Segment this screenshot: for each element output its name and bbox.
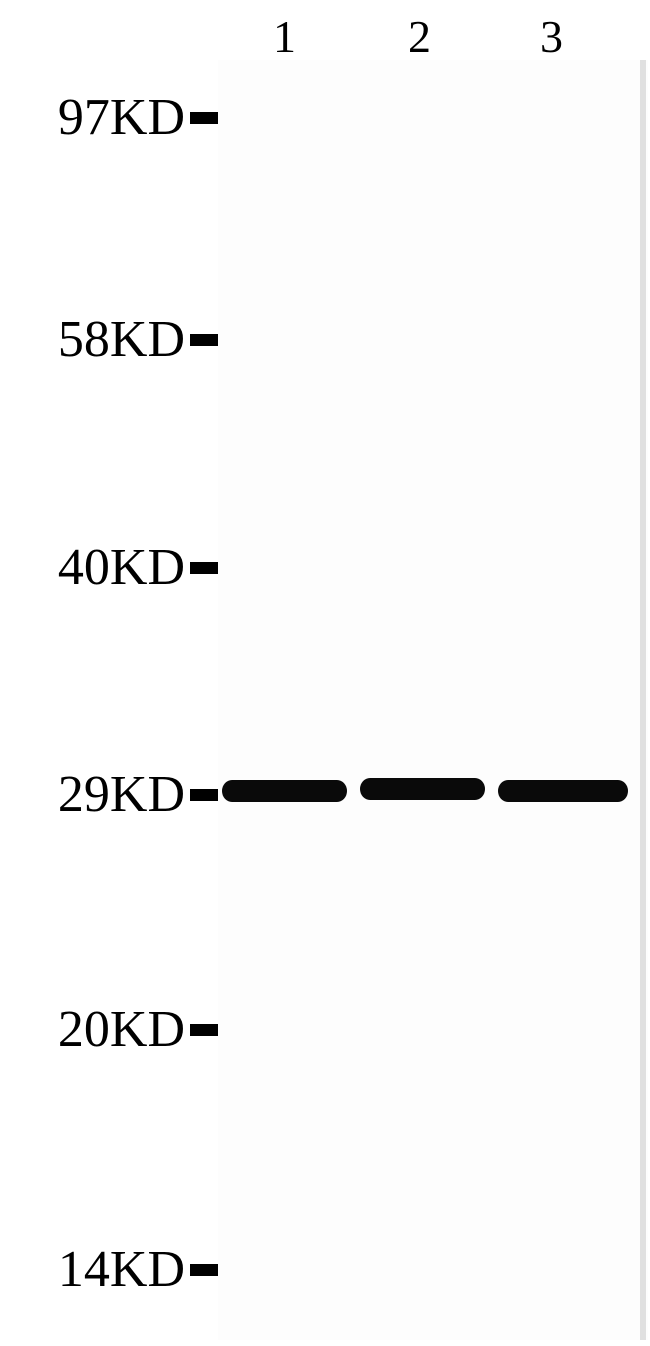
band-lane-3 [498, 780, 628, 802]
gel-border-right [640, 60, 646, 1340]
mw-label-97kd: 97KD [58, 88, 185, 147]
lane-label-2: 2 [408, 10, 431, 63]
mw-tick-14kd [190, 1264, 218, 1276]
mw-tick-29kd [190, 789, 218, 801]
mw-label-20kd: 20KD [58, 1000, 185, 1059]
lane-label-1: 1 [273, 10, 296, 63]
mw-label-14kd: 14KD [58, 1240, 185, 1299]
mw-tick-58kd [190, 334, 218, 346]
gel-area [218, 60, 648, 1340]
mw-label-58kd: 58KD [58, 310, 185, 369]
lane-label-3: 3 [540, 10, 563, 63]
band-lane-2 [360, 778, 485, 800]
mw-tick-40kd [190, 562, 218, 574]
mw-label-29kd: 29KD [58, 765, 185, 824]
mw-tick-97kd [190, 112, 218, 124]
mw-label-40kd: 40KD [58, 538, 185, 597]
band-lane-1 [222, 780, 347, 802]
western-blot-image: 1 2 3 97KD 58KD 40KD 29KD 20KD 14KD [0, 0, 650, 1346]
mw-tick-20kd [190, 1024, 218, 1036]
